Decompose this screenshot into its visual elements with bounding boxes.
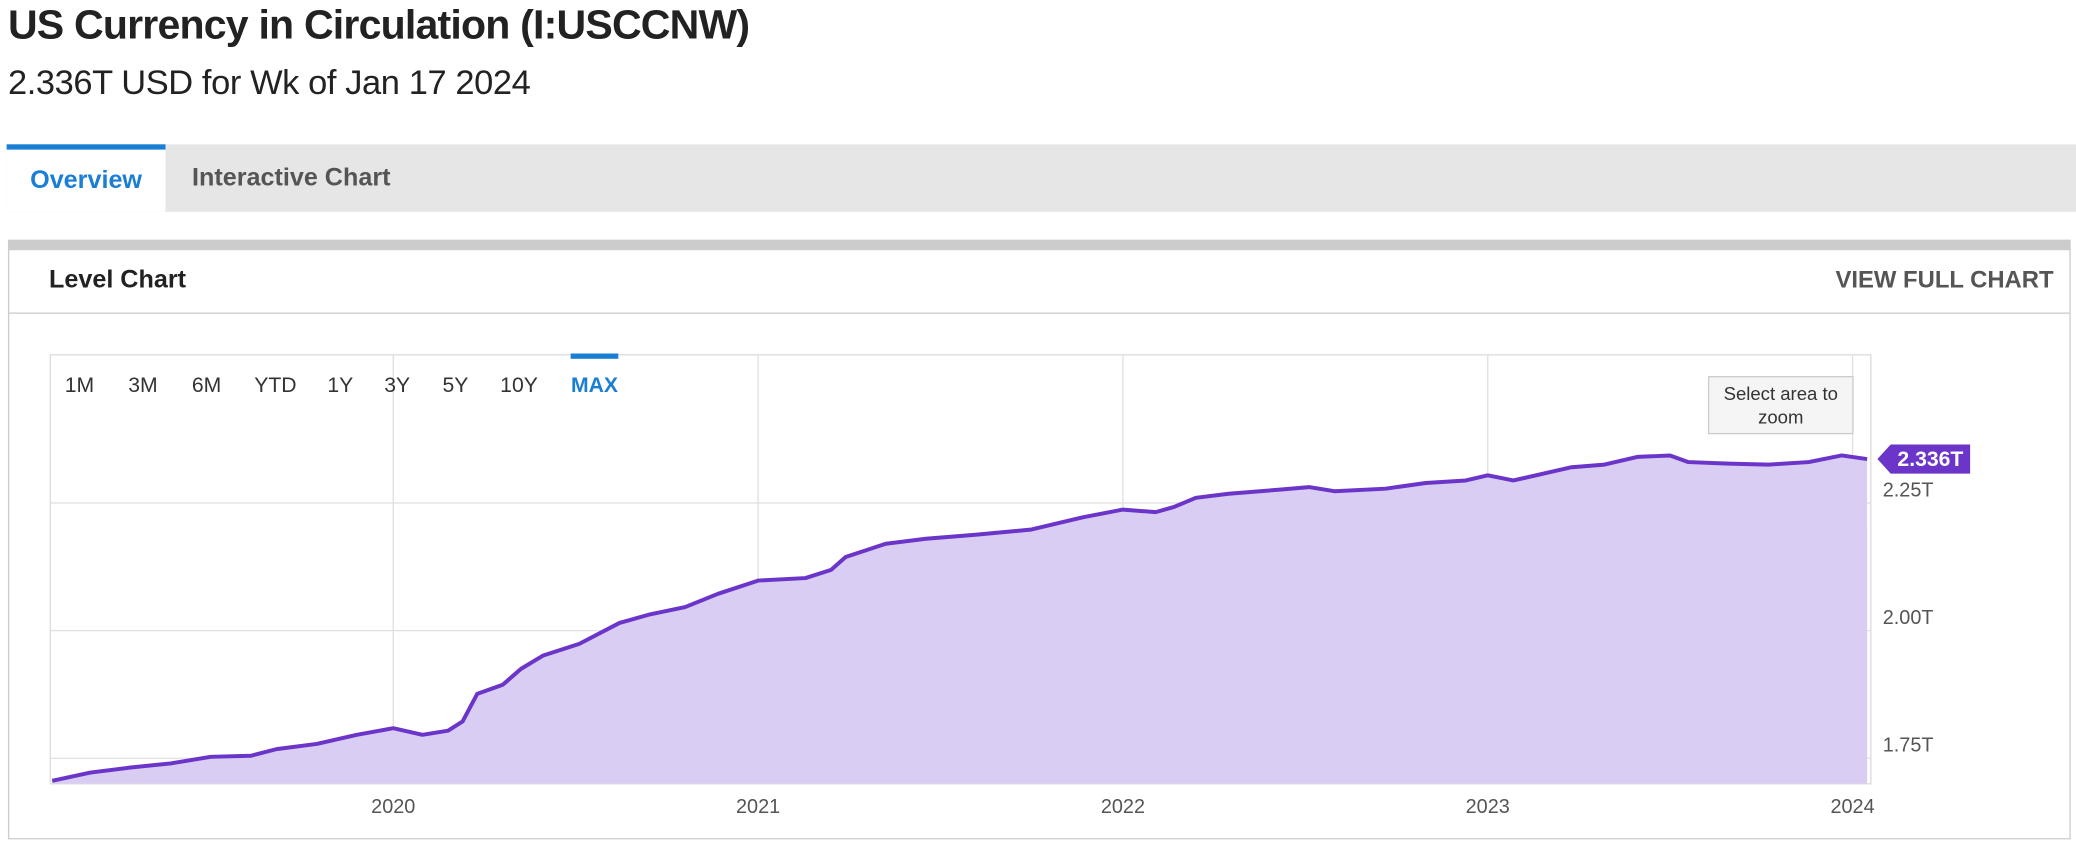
x-tick-label: 2023: [1466, 796, 1510, 818]
tab-bar: Overview Interactive Chart: [6, 144, 2076, 212]
y-tick-label: 2.00T: [1883, 607, 1934, 629]
panel: [7, 239, 2071, 840]
series: [51, 453, 1868, 784]
line: [51, 453, 1868, 783]
view-full-chart[interactable]: VIEW FULL CHART: [1835, 266, 2054, 293]
value-flag: [1877, 444, 1971, 474]
page-title: US Currency in Circulation (I:USCCNW): [7, 1, 750, 48]
range-button[interactable]: 5Y: [443, 374, 469, 397]
area: [52, 455, 1868, 784]
separator: [9, 312, 2070, 314]
range-button[interactable]: 1Y: [327, 374, 353, 397]
panel-title: Level Chart: [48, 266, 187, 294]
x-tick-label: 2022: [1101, 796, 1145, 818]
range-button[interactable]: 3M: [128, 374, 157, 397]
range-button[interactable]: 6M: [192, 374, 221, 397]
page-subtitle: 2.336T USD for Wk of Jan 17 2024: [7, 62, 531, 102]
zoom-hint: Select area to zoom: [1707, 376, 1854, 435]
active-indicator: [570, 353, 619, 359]
x-tick-label: 2021: [736, 796, 780, 818]
tab[interactable]: Overview: [6, 144, 166, 212]
x-tick-label: 2020: [371, 796, 415, 818]
range-button[interactable]: 1M: [65, 374, 94, 397]
y-tick-label: 1.75T: [1883, 735, 1934, 757]
range-button[interactable]: MAX: [571, 374, 618, 397]
y-tick-label: 2.25T: [1883, 479, 1934, 501]
range-button[interactable]: YTD: [254, 374, 296, 397]
tab[interactable]: Interactive Chart: [191, 164, 391, 192]
range-button[interactable]: 3Y: [384, 374, 410, 397]
range-button[interactable]: 10Y: [500, 374, 538, 397]
x-tick-label: 2024: [1830, 796, 1874, 818]
value-label: 2.336T: [1897, 448, 1963, 471]
